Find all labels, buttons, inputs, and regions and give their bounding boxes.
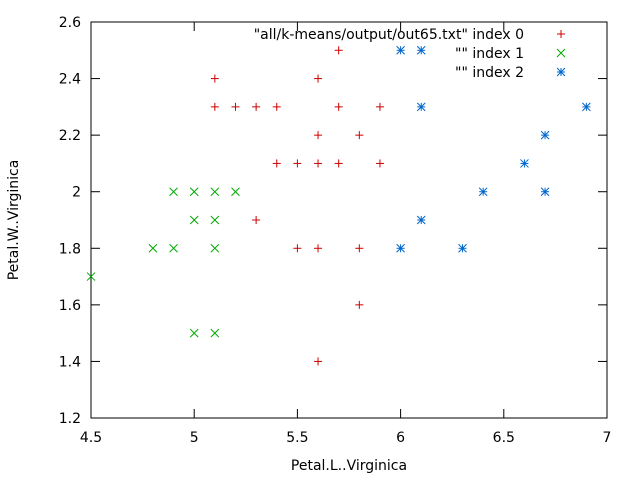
data-point-series-0 (210, 102, 219, 111)
data-point-series-0 (252, 216, 261, 224)
data-point-series-1 (169, 243, 178, 253)
y-tick-label: 2.4 (59, 72, 81, 88)
legend-marker (556, 48, 566, 58)
legend-marker (557, 30, 565, 38)
y-tick-label: 1.4 (59, 354, 81, 370)
data-point-series-0 (355, 244, 364, 253)
data-point-series-2 (416, 102, 426, 112)
data-point-series-1 (210, 215, 220, 225)
data-point-series-2 (540, 187, 550, 197)
data-point-series-1 (210, 187, 220, 197)
data-point-series-0 (272, 159, 281, 168)
data-point-series-1 (189, 215, 199, 225)
tick-layer: 4.5 5 5.5 6 6.5 7 1.2 1.4 1.6 1.8 2 2.2 2.4 2.6 (59, 15, 612, 446)
data-point-series-0 (314, 357, 323, 366)
data-point-series-1 (210, 243, 220, 253)
legend-marker (556, 67, 566, 77)
data-point-series-0 (293, 159, 302, 168)
data-point-series-2 (582, 102, 591, 112)
points-layer (86, 45, 591, 366)
data-point-series-0 (252, 102, 261, 111)
legend-label: "" index 1 (455, 46, 524, 62)
data-point-series-2 (540, 130, 550, 140)
data-point-series-0 (355, 300, 364, 309)
plot-frame (90, 21, 608, 419)
data-point-series-0 (375, 159, 384, 168)
legend: "all/k-means/output/out65.txt" index 0 ""… (254, 27, 566, 81)
data-point-series-0 (355, 131, 364, 140)
data-point-series-0 (314, 74, 323, 83)
y-tick-label: 1.2 (59, 411, 81, 427)
data-point-series-0 (231, 102, 240, 111)
data-point-series-1 (210, 328, 220, 338)
data-point-series-0 (210, 74, 219, 83)
data-point-series-1 (189, 328, 199, 338)
data-point-series-2 (478, 187, 488, 197)
y-tick-label: 2 (72, 185, 81, 201)
x-tick-label: 6 (396, 430, 405, 446)
data-point-series-2 (396, 45, 405, 55)
data-point-series-1 (231, 187, 240, 197)
data-point-series-2 (520, 159, 529, 168)
data-point-series-0 (334, 159, 343, 168)
y-tick-label: 2.6 (59, 15, 81, 31)
data-point-series-0 (375, 102, 384, 111)
y-tick-label: 2.2 (59, 128, 81, 144)
data-point-series-1 (169, 187, 178, 197)
data-point-series-0 (314, 131, 323, 140)
data-point-series-2 (458, 243, 467, 253)
x-tick-label: 6.5 (493, 430, 515, 446)
y-tick-label: 1.8 (59, 241, 81, 257)
y-tick-label: 1.6 (59, 298, 81, 314)
y-axis-label: Petal.W..Virginica (6, 160, 22, 281)
x-tick-label: 5.5 (286, 430, 308, 446)
x-tick-label: 7 (603, 430, 612, 446)
legend-label: "" index 2 (455, 65, 524, 81)
data-point-series-1 (189, 187, 199, 197)
data-point-series-0 (272, 102, 281, 111)
data-point-series-2 (396, 243, 405, 253)
data-point-series-0 (314, 244, 323, 253)
data-point-series-0 (293, 244, 302, 253)
legend-label: "all/k-means/output/out65.txt" index 0 (254, 27, 524, 43)
data-point-series-0 (314, 159, 323, 168)
data-point-series-0 (334, 46, 343, 55)
data-point-series-1 (86, 272, 96, 281)
x-tick-label: 5 (190, 430, 199, 446)
x-axis-label: Petal.L..Virginica (291, 458, 407, 474)
data-point-series-2 (416, 215, 426, 225)
data-point-series-2 (416, 45, 426, 55)
x-tick-label: 4.5 (80, 430, 102, 446)
data-point-series-0 (334, 102, 343, 111)
data-point-series-1 (148, 243, 158, 253)
